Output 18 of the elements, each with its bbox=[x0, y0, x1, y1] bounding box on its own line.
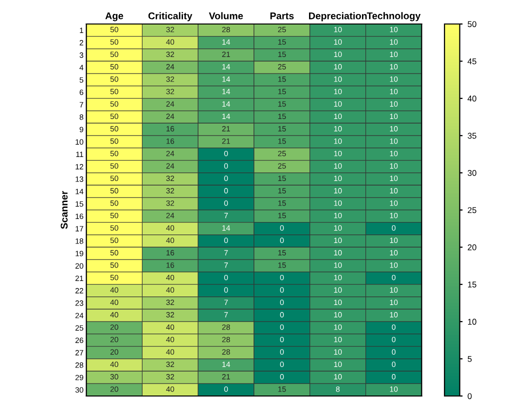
x-tick-label: Volume bbox=[208, 12, 243, 20]
x-tick-label: Parts bbox=[270, 12, 294, 20]
color-bar-label: 50 bbox=[468, 21, 476, 28]
color-bar-label: 0 bbox=[468, 393, 472, 400]
x-tick-label: Depreciation bbox=[309, 12, 367, 22]
color-bar-label: 40 bbox=[468, 96, 476, 102]
color-bar-label: 10 bbox=[468, 318, 476, 325]
y-axis-title: Scanner bbox=[60, 190, 68, 229]
color-bar-label: 15 bbox=[468, 282, 476, 288]
color-bar-label: 20 bbox=[468, 244, 476, 250]
color-bar-label: 30 bbox=[468, 170, 476, 176]
x-tick-label: Age bbox=[105, 12, 124, 22]
x-tick-label: Criticality bbox=[148, 12, 192, 22]
color-bar-label: 25 bbox=[468, 207, 476, 214]
x-tick-label: Technology bbox=[366, 12, 421, 22]
color-bar-label: 45 bbox=[468, 58, 476, 64]
color-bar-label: 35 bbox=[468, 132, 476, 139]
color-bar-label: 5 bbox=[468, 356, 472, 362]
